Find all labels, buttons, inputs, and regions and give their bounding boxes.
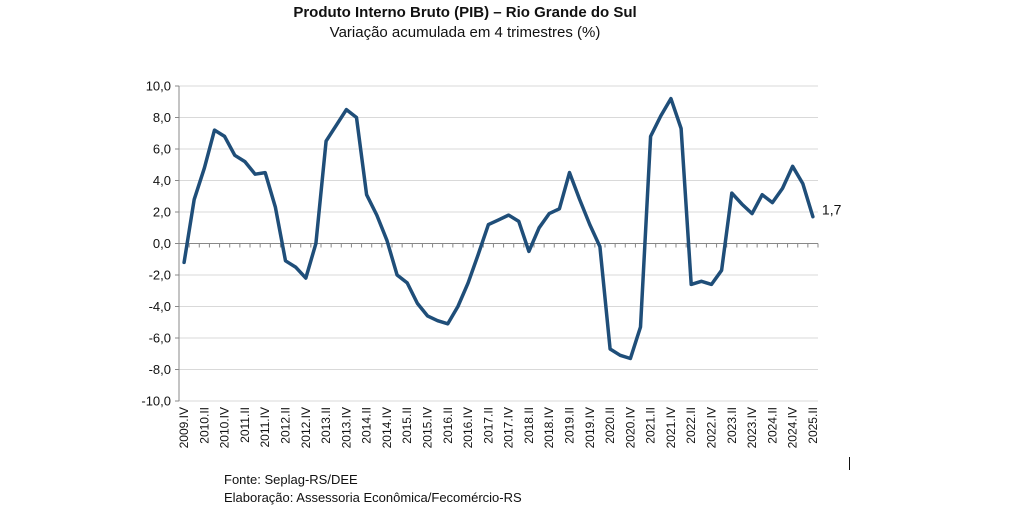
x-tick-label: 2021.IV xyxy=(664,407,678,448)
x-tick-label: 2024.II xyxy=(765,407,779,444)
x-tick-label: 2013.II xyxy=(319,407,333,444)
y-tick-label: -8,0 xyxy=(149,362,171,377)
y-tick-label: -4,0 xyxy=(149,299,171,314)
y-tick-label: -10,0 xyxy=(141,394,171,409)
x-tick-label: 2011.II xyxy=(238,407,252,443)
x-tick-label: 2010.IV xyxy=(218,407,232,448)
x-tick-label: 2025.II xyxy=(806,407,820,444)
x-axis-ticks: 2009.IV 2010.II 2010.IV 2011.II 2011.IV 2012.… xyxy=(177,407,820,448)
series-layer xyxy=(182,96,815,361)
y-tick-label: 0,0 xyxy=(153,236,171,251)
x-tick-label: 2015.II xyxy=(400,407,414,444)
x-tick-label: 2011.IV xyxy=(258,407,272,447)
x-tick-label: 2020.IV xyxy=(623,407,637,448)
x-tick-label: 2010.II xyxy=(197,407,211,444)
x-tick-label: 2024.IV xyxy=(786,407,800,448)
x-tick-label: 2019.IV xyxy=(583,407,597,448)
x-tick-label: 2016.II xyxy=(441,407,455,444)
x-tick-label: 2022.II xyxy=(684,407,698,444)
y-tick-label: 4,0 xyxy=(153,173,171,188)
x-tick-label: 2018.IV xyxy=(542,407,556,448)
y-tick-label: -6,0 xyxy=(149,331,171,346)
source-note: Fonte: Seplag-RS/DEE xyxy=(224,472,358,487)
x-tick-label: 2022.IV xyxy=(705,407,719,448)
x-tick-label: 2019.II xyxy=(563,407,577,444)
chart-axes xyxy=(175,85,819,402)
x-tick-label: 2023.II xyxy=(725,407,739,444)
y-axis-ticks: 10,0 8,0 6,0 4,0 2,0 0,0 -2,0 -4,0 -6,0 -8,0 -10,0 xyxy=(141,79,171,409)
y-tick-label: 10,0 xyxy=(146,79,171,94)
y-tick-label: 6,0 xyxy=(153,142,171,157)
x-tick-label: 2021.II xyxy=(644,407,658,444)
y-tick-label: 8,0 xyxy=(153,110,171,125)
data-labels: 1,7 xyxy=(822,202,842,218)
x-tick-label: 2013.IV xyxy=(339,407,353,448)
y-tick-label: -2,0 xyxy=(149,268,171,283)
x-tick-label: 2009.IV xyxy=(177,407,191,448)
x-tick-label: 2017.IV xyxy=(502,407,516,448)
x-tick-label: 2012.II xyxy=(279,407,293,444)
x-tick-label: 2012.IV xyxy=(299,407,313,448)
x-tick-label: 2018.II xyxy=(522,407,536,444)
x-tick-label: 2016.IV xyxy=(461,407,475,448)
x-tick-label: 2020.II xyxy=(603,407,617,444)
x-tick-label: 2023.IV xyxy=(745,407,759,448)
chart-title: Produto Interno Bruto (PIB) – Rio Grande… xyxy=(293,4,637,21)
chart-subtitle: Variação acumulada em 4 trimestres (%) xyxy=(329,24,601,41)
x-tick-label: 2014.II xyxy=(360,407,374,444)
x-tick-label: 2017.II xyxy=(481,407,495,444)
series-line xyxy=(182,96,815,361)
data-label-last: 1,7 xyxy=(822,202,842,218)
x-tick-label: 2014.IV xyxy=(380,407,394,448)
y-tick-label: 2,0 xyxy=(153,205,171,220)
text-cursor-mark xyxy=(849,457,850,470)
credit-note: Elaboração: Assessoria Econômica/Fecomér… xyxy=(224,490,522,505)
x-tick-label: 2015.IV xyxy=(421,407,435,448)
grid-lines xyxy=(179,85,818,402)
